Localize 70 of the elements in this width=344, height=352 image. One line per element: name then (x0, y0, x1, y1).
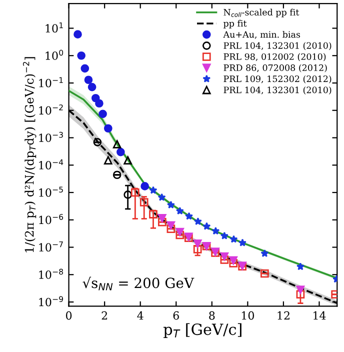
point (166, 200, 175, 208)
x-axis-title: p$_{T}$ [GeV/c] (164, 323, 242, 338)
legend-label: N$_{coll}$-scaled pp fit (224, 8, 300, 18)
point (158, 193, 166, 201)
x-tick-label: 4 (137, 311, 144, 320)
point (166, 221, 176, 230)
point (77, 51, 86, 60)
point (260, 249, 269, 258)
point (220, 256, 229, 264)
annotation: √s$_{NN}$ = 200 GeV (82, 276, 194, 290)
y-tick-label: 10$^{−3}$ (39, 132, 63, 142)
y-tick-label: 10$^{−5}$ (39, 186, 63, 197)
point (220, 232, 228, 240)
legend-label: Au+Au, min. bias (223, 30, 300, 39)
point (176, 230, 184, 240)
x-tick-label: 10 (242, 311, 254, 320)
y-tick-label: 10$^{−2}$ (39, 104, 63, 115)
point (185, 212, 194, 220)
point (112, 140, 122, 148)
y-axis-title: 1/(2π p$_{T}$) d²N/(dp$_{T}$dy) [(GeV/c)$^{−2}$] (22, 57, 36, 252)
point (80, 64, 90, 73)
legend-label: PRL 98, 012002 (2010) (224, 53, 326, 62)
y-tick-label: 10$^{−4}$ (39, 159, 64, 170)
point (93, 138, 102, 146)
point (124, 190, 132, 199)
x-tick-label: 0 (66, 311, 72, 320)
point (124, 156, 132, 164)
point (194, 217, 202, 226)
point (84, 76, 93, 84)
point (176, 206, 184, 215)
y-tick-label: 10$^{−9}$ (39, 296, 63, 306)
point (95, 99, 104, 108)
point (229, 259, 238, 268)
point (88, 82, 96, 92)
legend-label: PRD 86, 072008 (2012) (224, 64, 327, 72)
x-tick-label: 2 (102, 311, 108, 320)
point (158, 218, 166, 226)
point (176, 228, 184, 236)
y-tick-label: 10$^{0}$ (46, 50, 64, 60)
y-tick-label: 10$^{−1}$ (39, 77, 63, 88)
point (260, 269, 269, 278)
point (229, 256, 238, 265)
legend-label: PRL 109, 152302 (2012) (224, 75, 332, 84)
y-tick-label: 10$^{−7}$ (39, 241, 63, 252)
point (212, 226, 220, 235)
point (98, 110, 107, 118)
legend-label: PRL 104, 132301 (2010) (224, 86, 332, 94)
y-tick-label: 10$^{1}$ (46, 22, 63, 33)
x-tick-label: 12 (278, 311, 290, 320)
point (116, 148, 125, 156)
legend-label: pp fit (224, 20, 247, 28)
point (202, 222, 211, 230)
x-tick-label: 6 (173, 311, 179, 320)
point (104, 124, 112, 133)
point (140, 182, 149, 190)
point (104, 156, 112, 164)
legend-label: PRL 104, 132301 (2010) (224, 42, 332, 50)
point (230, 235, 238, 243)
y-tick-label: 10$^{−8}$ (39, 268, 64, 279)
point (238, 238, 246, 246)
x-tick-label: 14 (314, 311, 326, 320)
point (220, 252, 229, 261)
point (158, 214, 166, 222)
point (149, 186, 158, 194)
y-tick-label: 10$^{−6}$ (39, 214, 64, 224)
point (74, 30, 82, 38)
point (166, 224, 176, 234)
point (296, 262, 304, 270)
point (112, 170, 122, 180)
x-tick-label: 8 (209, 311, 215, 320)
